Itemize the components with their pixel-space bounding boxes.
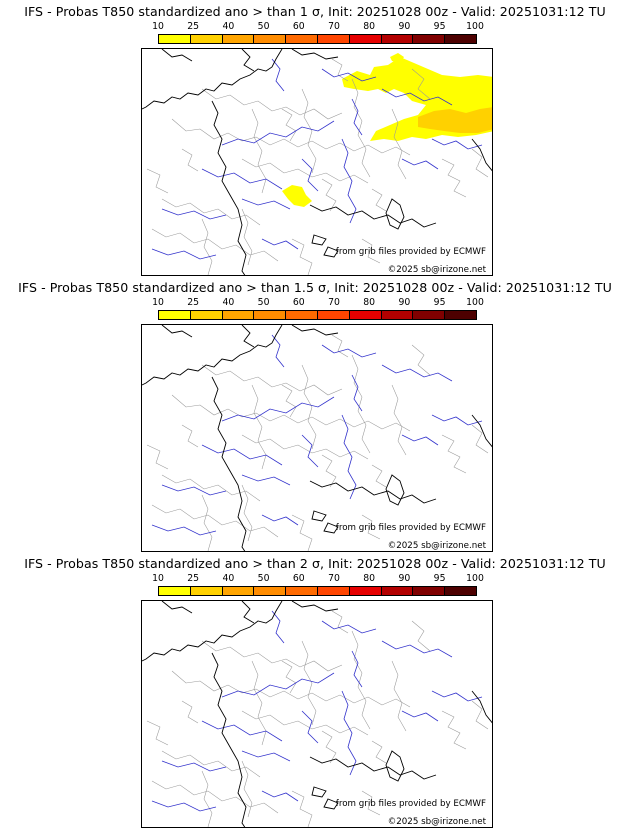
colorbar-swatch bbox=[317, 35, 350, 43]
forecast-panel-2: IFS - Probas T850 standardized ano > tha… bbox=[0, 276, 630, 552]
prob-area-yellow-southwest bbox=[282, 185, 312, 207]
colorbar-swatch bbox=[190, 587, 223, 595]
map-france: from grib files provided by ECMWF ©2025 … bbox=[141, 324, 493, 552]
colorbar-swatch bbox=[317, 311, 350, 319]
colorbar-swatch bbox=[254, 35, 287, 43]
colorbar-tick-label: 90 bbox=[398, 21, 411, 32]
rivers bbox=[151, 610, 483, 812]
map-canvas bbox=[142, 601, 492, 827]
colorbar-tick-label: 60 bbox=[292, 573, 305, 584]
colorbar-tick-label: 10 bbox=[152, 573, 164, 584]
admin-borders bbox=[146, 610, 489, 827]
colorbar-swatch bbox=[317, 587, 350, 595]
colorbar-swatch bbox=[445, 311, 476, 319]
colorbar-tick-label: 90 bbox=[398, 297, 411, 308]
colorbar-swatch bbox=[286, 35, 318, 43]
colorbar-swatch bbox=[159, 35, 191, 43]
colorbar-tick-label: 100 bbox=[466, 573, 484, 584]
rivers bbox=[151, 334, 483, 536]
rivers bbox=[151, 58, 483, 260]
colorbar-swatch bbox=[222, 35, 255, 43]
colorbar bbox=[158, 34, 477, 44]
colorbar-swatch bbox=[159, 311, 191, 319]
copyright-credit: ©2025 sb@irizone.net bbox=[387, 541, 486, 551]
colorbar-swatch bbox=[286, 311, 318, 319]
map-canvas bbox=[142, 325, 492, 551]
colorbar-tick-label: 100 bbox=[466, 21, 484, 32]
data-source-credit: from grib files provided by ECMWF bbox=[335, 799, 486, 809]
colorbar-tick-label: 100 bbox=[466, 297, 484, 308]
colorbar-swatch bbox=[286, 587, 318, 595]
colorbar-swatch bbox=[413, 311, 446, 319]
colorbar-tick-label: 25 bbox=[187, 573, 200, 584]
colorbar-tick-label: 80 bbox=[363, 297, 376, 308]
copyright-credit: ©2025 sb@irizone.net bbox=[387, 817, 486, 827]
admin-borders bbox=[146, 58, 489, 275]
coastlines bbox=[142, 49, 492, 275]
map-france: from grib files provided by ECMWF ©2025 … bbox=[141, 48, 493, 276]
data-source-credit: from grib files provided by ECMWF bbox=[335, 523, 486, 533]
colorbar-swatch bbox=[381, 311, 414, 319]
probability-shading bbox=[282, 53, 492, 207]
coastlines bbox=[142, 601, 492, 827]
colorbar-swatch bbox=[254, 587, 287, 595]
forecast-panel-3: IFS - Probas T850 standardized ano > tha… bbox=[0, 552, 630, 828]
colorbar-tick-label: 95 bbox=[433, 297, 446, 308]
panel-title: IFS - Probas T850 standardized ano > tha… bbox=[24, 556, 606, 571]
colorbar bbox=[158, 586, 477, 596]
colorbar-tick-label: 10 bbox=[152, 297, 164, 308]
colorbar-tick-label: 50 bbox=[257, 297, 270, 308]
colorbar-swatch bbox=[254, 311, 287, 319]
admin-borders bbox=[146, 334, 489, 551]
colorbar-tick-labels: 10 25 40 50 60 70 80 90 95 100 bbox=[147, 297, 487, 309]
colorbar-tick-label: 25 bbox=[187, 297, 200, 308]
colorbar-tick-labels: 10 25 40 50 60 70 80 90 95 100 bbox=[147, 573, 487, 585]
prob-area-yellow-small bbox=[390, 53, 404, 63]
colorbar bbox=[158, 310, 477, 320]
colorbar-tick-label: 70 bbox=[328, 573, 340, 584]
colorbar-swatch bbox=[413, 35, 446, 43]
colorbar-swatch bbox=[349, 587, 382, 595]
colorbar-tick-label: 10 bbox=[152, 21, 164, 32]
colorbar-swatch bbox=[413, 587, 446, 595]
map-canvas bbox=[142, 49, 492, 275]
colorbar-swatch bbox=[190, 311, 223, 319]
coastlines bbox=[142, 325, 492, 551]
colorbar-tick-label: 40 bbox=[222, 21, 235, 32]
colorbar-tick-label: 25 bbox=[187, 21, 200, 32]
colorbar-tick-label: 70 bbox=[328, 21, 340, 32]
colorbar-tick-label: 60 bbox=[292, 297, 305, 308]
colorbar-tick-label: 50 bbox=[257, 21, 270, 32]
colorbar-tick-label: 70 bbox=[328, 297, 340, 308]
colorbar-tick-label: 50 bbox=[257, 573, 270, 584]
colorbar-swatch bbox=[349, 35, 382, 43]
forecast-panel-1: IFS - Probas T850 standardized ano > tha… bbox=[0, 0, 630, 276]
colorbar-tick-label: 95 bbox=[433, 21, 446, 32]
colorbar-swatch bbox=[190, 35, 223, 43]
colorbar-swatch bbox=[445, 35, 476, 43]
colorbar-swatch bbox=[222, 311, 255, 319]
colorbar-tick-label: 80 bbox=[363, 573, 376, 584]
colorbar-swatch bbox=[222, 587, 255, 595]
colorbar-tick-labels: 10 25 40 50 60 70 80 90 95 100 bbox=[147, 21, 487, 33]
panel-title: IFS - Probas T850 standardized ano > tha… bbox=[24, 4, 606, 19]
map-france: from grib files provided by ECMWF ©2025 … bbox=[141, 600, 493, 828]
colorbar-swatch bbox=[349, 311, 382, 319]
colorbar-swatch bbox=[381, 587, 414, 595]
colorbar-tick-label: 95 bbox=[433, 573, 446, 584]
colorbar-tick-label: 60 bbox=[292, 21, 305, 32]
copyright-credit: ©2025 sb@irizone.net bbox=[387, 265, 486, 275]
panel-title: IFS - Probas T850 standardized ano > tha… bbox=[18, 280, 612, 295]
prob-area-orange-east bbox=[418, 107, 492, 133]
colorbar-tick-label: 80 bbox=[363, 21, 376, 32]
colorbar-swatch bbox=[445, 587, 476, 595]
colorbar-swatch bbox=[381, 35, 414, 43]
colorbar-tick-label: 40 bbox=[222, 297, 235, 308]
colorbar-tick-label: 40 bbox=[222, 573, 235, 584]
data-source-credit: from grib files provided by ECMWF bbox=[335, 247, 486, 257]
colorbar-tick-label: 90 bbox=[398, 573, 411, 584]
colorbar-swatch bbox=[159, 587, 191, 595]
